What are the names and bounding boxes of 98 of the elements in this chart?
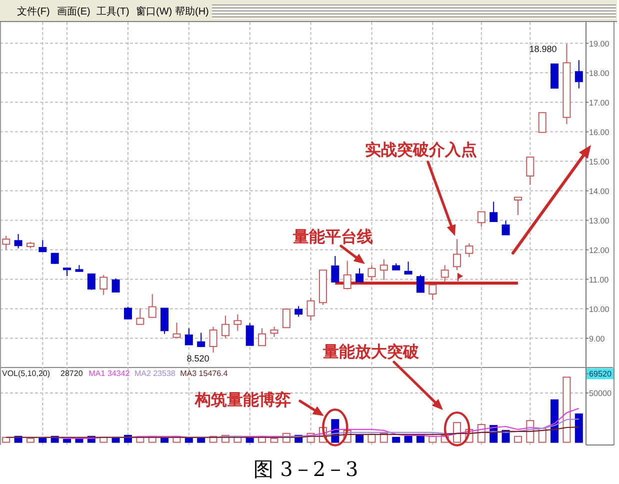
bar <box>574 413 583 443</box>
bar <box>453 422 462 443</box>
y-tick-label: 12.00 <box>589 246 610 255</box>
y-tick-label: 10.00 <box>589 304 610 314</box>
candlestick <box>124 306 132 320</box>
text: 窗口(W) <box>136 6 172 18</box>
candlestick <box>294 306 303 318</box>
candlestick <box>14 234 22 249</box>
annotation: 构筑量能博弈 <box>194 390 291 409</box>
candlestick <box>318 270 327 306</box>
candlestick <box>380 258 388 280</box>
candlestick <box>63 267 72 277</box>
candlestick <box>2 235 10 250</box>
candlestick <box>562 43 571 125</box>
candlestick <box>574 60 583 89</box>
candlestick <box>221 315 230 339</box>
text: 画面(E) <box>57 6 90 18</box>
text: MA1 34342 <box>88 369 130 378</box>
candlestick <box>197 332 206 348</box>
y-tick-label: 50000 <box>589 388 612 398</box>
candlestick <box>490 201 498 222</box>
candlestick <box>50 252 59 264</box>
candlestick <box>550 63 559 89</box>
line-series <box>6 426 580 438</box>
candlestick <box>428 284 437 300</box>
y-tick-label: 13.00 <box>589 216 610 226</box>
bar <box>356 434 364 443</box>
candlestick <box>75 264 84 272</box>
candlestick <box>160 307 169 334</box>
candlestick <box>404 261 412 275</box>
bar <box>562 376 571 443</box>
candlestick <box>392 262 400 271</box>
candlestick <box>282 308 290 328</box>
candlestick <box>356 268 364 283</box>
bar <box>270 438 278 443</box>
candlestick <box>465 242 474 258</box>
y-tick-label: 17.00 <box>589 98 610 108</box>
candlestick <box>148 294 156 318</box>
bar <box>63 438 72 443</box>
y-tick-label: 11.00 <box>589 275 610 284</box>
y-tick-label: 14.00 <box>589 186 610 196</box>
annotation: 量能平台线 <box>292 227 373 246</box>
bar <box>514 436 522 443</box>
bar <box>184 438 193 443</box>
candlestick <box>246 322 254 346</box>
chart-title: VOL(5,10,20) <box>2 369 50 378</box>
candlestick <box>234 314 242 332</box>
candlestick <box>440 264 449 283</box>
chart-subtitle: 28720 <box>60 369 84 378</box>
bar <box>428 436 437 443</box>
candlestick <box>209 326 218 353</box>
candlestick <box>502 220 510 236</box>
y-tick-label: 16.00 <box>589 128 610 137</box>
y-tick-label: 19.00 <box>589 39 610 48</box>
candlestick <box>331 255 340 283</box>
candlestick <box>38 240 47 252</box>
y-tick-label: 69520 <box>589 370 612 379</box>
candlestick <box>112 278 120 293</box>
bar <box>392 436 400 443</box>
candlestick <box>538 112 546 133</box>
caption: 图 3－2－3 <box>254 457 358 481</box>
bar <box>160 438 169 443</box>
candlestick <box>136 308 144 325</box>
candlestick <box>100 274 108 296</box>
text: 帮助(H) <box>175 6 209 18</box>
bar <box>550 399 559 443</box>
bar <box>416 434 424 443</box>
bar <box>404 436 412 443</box>
bar <box>26 438 34 443</box>
y-tick-label: 15.00 <box>589 157 610 166</box>
bar <box>2 436 10 443</box>
y-tick-label: 9.00 <box>589 334 606 344</box>
candlestick <box>453 238 462 271</box>
candlestick <box>258 328 266 346</box>
text: 工具(T) <box>96 6 130 18</box>
candlestick <box>270 326 278 338</box>
annotation: 8.520 <box>186 353 210 364</box>
y-tick-label: 18.00 <box>589 68 610 78</box>
text: MA3 15476.4 <box>180 369 228 378</box>
candlestick <box>26 241 34 249</box>
candlestick <box>184 328 193 346</box>
candlestick <box>526 156 534 186</box>
candlestick <box>368 264 376 282</box>
bar <box>368 434 376 443</box>
candlestick <box>87 272 96 290</box>
text: 文件(F) <box>17 6 50 18</box>
candlestick <box>343 260 352 290</box>
text: MA2 23538 <box>134 369 176 378</box>
bar <box>197 438 206 443</box>
candlestick <box>306 298 315 322</box>
candlestick <box>514 196 522 216</box>
candlestick <box>416 274 424 294</box>
bar <box>38 438 47 443</box>
annotation: 实战突破介入点 <box>365 140 477 159</box>
annotation: 量能放大突破 <box>322 342 420 361</box>
candlestick <box>172 322 181 338</box>
annotation: 18.980 <box>529 44 557 54</box>
candlestick <box>477 211 486 228</box>
